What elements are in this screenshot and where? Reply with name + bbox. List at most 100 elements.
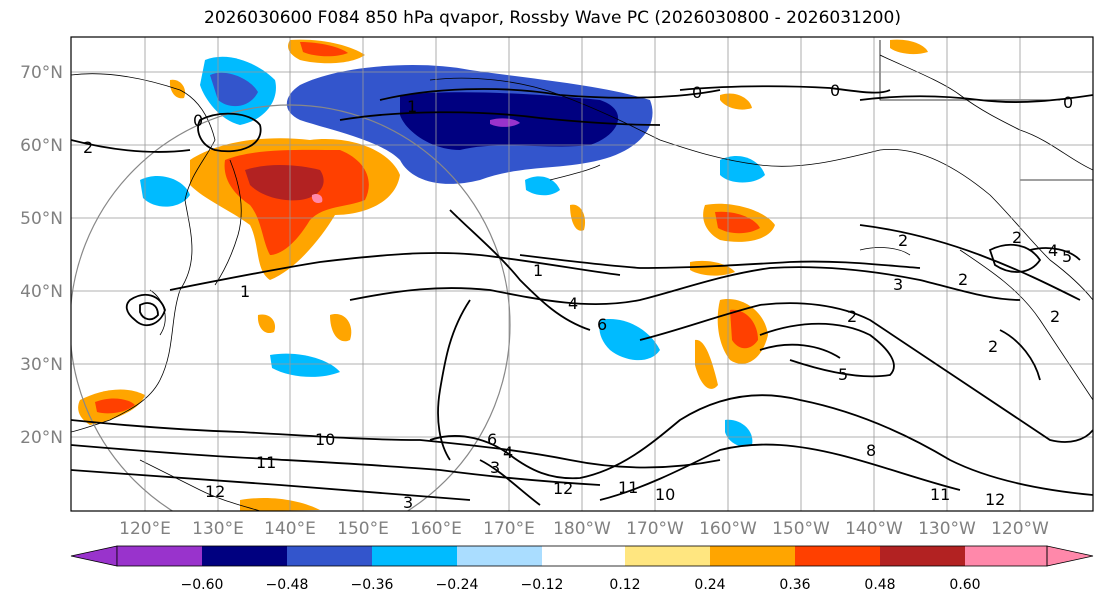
contour-label: 0 bbox=[692, 83, 702, 102]
contour-label: 2 bbox=[83, 138, 93, 157]
contour-label: 2 bbox=[958, 270, 968, 289]
lon-label: 160°W bbox=[699, 519, 757, 539]
colorbar-bin bbox=[710, 546, 795, 566]
lon-label: 120°W bbox=[991, 519, 1049, 539]
contour-label: 2 bbox=[847, 307, 857, 326]
lon-label: 150°E bbox=[337, 519, 389, 539]
lat-label: 60°N bbox=[20, 136, 63, 156]
contour-label: 8 bbox=[866, 441, 876, 460]
negative-anomaly bbox=[525, 176, 560, 196]
negative-anomaly bbox=[490, 118, 520, 127]
lat-label: 70°N bbox=[20, 63, 63, 83]
contour-label: 4 bbox=[1048, 241, 1058, 260]
negative-anomaly bbox=[725, 419, 753, 447]
colorbar-tick-label: 0.12 bbox=[609, 577, 640, 593]
colorbar-bin bbox=[202, 546, 287, 566]
lon-label: 130°E bbox=[192, 519, 244, 539]
lon-label: 140°W bbox=[845, 519, 903, 539]
colorbar-tick-label: −0.24 bbox=[436, 577, 479, 593]
colorbar-ticks: −0.60 −0.48 −0.36 −0.24 −0.12 0.12 0.24 … bbox=[181, 577, 981, 593]
lon-label: 150°W bbox=[772, 519, 830, 539]
positive-anomaly bbox=[890, 39, 928, 55]
colorbar-bin bbox=[625, 546, 710, 566]
contour-label: 11 bbox=[930, 485, 950, 504]
contour-label: 12 bbox=[205, 482, 225, 501]
contour-label: 0 bbox=[830, 81, 840, 100]
lon-label: 160°E bbox=[410, 519, 462, 539]
latitude-labels: 70°N 60°N 50°N 40°N 30°N 20°N bbox=[20, 63, 63, 448]
colorbar-tick-label: 0.60 bbox=[949, 577, 980, 593]
lon-label: 180°W bbox=[553, 519, 611, 539]
colorbar-tick-label: 0.36 bbox=[779, 577, 810, 593]
contour-label: 10 bbox=[315, 430, 335, 449]
contour-label: 1 bbox=[407, 97, 417, 116]
longitude-labels: 120°E 130°E 140°E 150°E 160°E 170°E 180°… bbox=[119, 519, 1049, 539]
colorbar-tick-label: −0.36 bbox=[351, 577, 394, 593]
positive-anomaly bbox=[257, 314, 276, 334]
lon-label: 170°W bbox=[626, 519, 684, 539]
pc-contours bbox=[71, 85, 1093, 506]
contour-label: 5 bbox=[1062, 247, 1072, 266]
colorbar-tick-label: 0.48 bbox=[864, 577, 895, 593]
colorbar-bin bbox=[372, 546, 457, 566]
positive-anomaly bbox=[330, 314, 352, 342]
colorbar: −0.60 −0.48 −0.36 −0.24 −0.12 0.12 0.24 … bbox=[70, 545, 1094, 593]
contour-label: 6 bbox=[597, 315, 607, 334]
contour-label: 4 bbox=[503, 443, 513, 462]
map-plot-area: 2 0 1 0 1 1 4 6 3 2 2 10 11 12 6 4 3 5 8… bbox=[71, 37, 1093, 512]
contour-label: 1 bbox=[240, 282, 250, 301]
positive-anomaly bbox=[245, 165, 324, 201]
colorbar-bin bbox=[287, 546, 372, 566]
lon-label: 170°E bbox=[483, 519, 535, 539]
lat-label: 20°N bbox=[20, 428, 63, 448]
negative-anomaly bbox=[270, 353, 340, 377]
colorbar-bin bbox=[542, 546, 625, 566]
lon-label: 140°E bbox=[264, 519, 316, 539]
contour-label: 2 bbox=[988, 337, 998, 356]
positive-anomaly bbox=[730, 309, 758, 349]
contour-label: 3 bbox=[490, 458, 500, 477]
lat-label: 30°N bbox=[20, 355, 63, 375]
negative-anomaly bbox=[599, 319, 660, 361]
map-frame bbox=[70, 36, 1094, 512]
colorbar-extend-max bbox=[1046, 545, 1094, 567]
positive-anomaly bbox=[95, 398, 135, 414]
contour-label: 10 bbox=[655, 485, 675, 504]
contour-label: 1 bbox=[533, 261, 543, 280]
colorbar-bin bbox=[795, 546, 880, 566]
contour-label: 2 bbox=[898, 231, 908, 250]
colorbar-bin bbox=[880, 546, 965, 566]
contour-label: 2 bbox=[1050, 307, 1060, 326]
colorbar-bin bbox=[117, 546, 202, 566]
contour-label: 0 bbox=[193, 111, 203, 130]
positive-anomaly bbox=[240, 498, 320, 511]
positive-anomaly bbox=[300, 42, 348, 57]
negative-anomaly bbox=[210, 72, 258, 107]
positive-anomaly bbox=[715, 211, 760, 234]
contour-labels: 2 0 1 0 1 1 4 6 3 2 2 10 11 12 6 4 3 5 8… bbox=[83, 81, 1073, 512]
contour-label: 2 bbox=[1012, 228, 1022, 247]
lat-label: 40°N bbox=[20, 282, 63, 302]
colorbar-tick-label: −0.48 bbox=[266, 577, 309, 593]
contour-label: 5 bbox=[838, 365, 848, 384]
colorbar-tick-label: −0.60 bbox=[181, 577, 224, 593]
range-circle bbox=[71, 104, 511, 511]
contour-label: 11 bbox=[618, 478, 638, 497]
contour-label: 12 bbox=[553, 479, 573, 498]
colorbar-bin bbox=[457, 546, 542, 566]
map-title: 2026030600 F084 850 hPa qvapor, Rossby W… bbox=[204, 8, 901, 28]
positive-anomaly bbox=[311, 193, 323, 204]
positive-anomaly bbox=[690, 260, 735, 276]
contour-label: 4 bbox=[568, 294, 578, 313]
colorbar-tick-label: −0.12 bbox=[521, 577, 564, 593]
negative-anomaly bbox=[140, 175, 190, 207]
contour-label: 12 bbox=[985, 490, 1005, 509]
contour-label: 6 bbox=[487, 430, 497, 449]
colorbar-tick-label: 0.24 bbox=[694, 577, 725, 593]
contour-label: 3 bbox=[403, 493, 413, 512]
contour-label: 3 bbox=[893, 275, 903, 294]
colorbar-bin bbox=[965, 546, 1047, 566]
lat-label: 50°N bbox=[20, 209, 63, 229]
colorbar-extend-min bbox=[70, 545, 118, 567]
